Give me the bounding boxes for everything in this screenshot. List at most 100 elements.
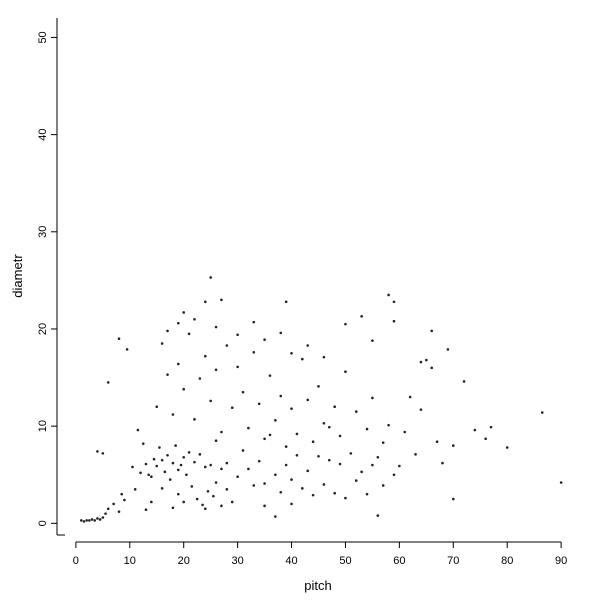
point (112, 502, 115, 506)
point (451, 497, 455, 501)
point (123, 498, 126, 502)
point (376, 455, 380, 459)
point (160, 458, 164, 462)
point (101, 452, 105, 455)
point (136, 428, 140, 432)
point (225, 488, 229, 491)
point (171, 461, 175, 465)
point (403, 430, 407, 434)
point (171, 413, 175, 416)
point (387, 293, 390, 297)
point (236, 365, 239, 369)
point (185, 473, 188, 477)
point (209, 399, 212, 403)
point (179, 463, 183, 467)
point (236, 475, 239, 478)
point (540, 411, 544, 414)
point (338, 462, 342, 466)
point (144, 462, 148, 466)
point (166, 373, 169, 376)
point (177, 321, 180, 325)
point (133, 488, 137, 491)
point (306, 398, 310, 402)
x-tick-label: 20 (178, 555, 190, 567)
x-tick-label: 70 (447, 555, 459, 567)
point (187, 451, 191, 454)
point (101, 516, 105, 519)
point (338, 434, 342, 438)
point (257, 402, 261, 406)
x-tick-label: 60 (393, 555, 405, 567)
point (236, 333, 239, 337)
point (451, 444, 455, 447)
point (284, 463, 288, 467)
y-tick-label: 30 (37, 226, 49, 238)
point (190, 485, 194, 488)
point (360, 315, 363, 318)
point (166, 454, 169, 457)
point (155, 464, 159, 468)
point (290, 351, 293, 355)
point (252, 484, 256, 487)
point (247, 467, 250, 471)
x-tick-label: 30 (231, 555, 243, 567)
point (317, 454, 320, 458)
point (387, 423, 390, 427)
y-tick-label: 40 (37, 128, 49, 140)
point (430, 366, 434, 370)
point (203, 507, 207, 511)
point (371, 396, 374, 400)
point (209, 276, 212, 279)
x-tick-label: 0 (73, 555, 79, 567)
point (209, 463, 212, 467)
x-tick-label: 10 (124, 555, 136, 567)
point (230, 406, 234, 409)
point (344, 496, 347, 500)
point (141, 442, 145, 445)
point (371, 339, 374, 342)
x-tick-label: 50 (339, 555, 351, 567)
point (430, 329, 434, 333)
point (365, 427, 369, 431)
y-tick-label: 0 (37, 520, 49, 526)
x-tick-label: 90 (555, 555, 567, 567)
point (290, 502, 293, 506)
point (152, 457, 156, 461)
point (106, 381, 110, 384)
point (177, 492, 180, 496)
point (214, 439, 218, 443)
point (392, 319, 396, 323)
point (214, 481, 218, 484)
point (268, 374, 272, 377)
point (193, 317, 196, 321)
point (354, 479, 358, 482)
point (376, 514, 380, 517)
point (306, 344, 310, 347)
point (441, 461, 444, 465)
point (371, 463, 374, 467)
point (322, 421, 326, 425)
point (381, 484, 385, 487)
point (306, 469, 310, 473)
point (150, 500, 153, 504)
point (263, 437, 266, 441)
point (96, 517, 99, 520)
point (295, 432, 299, 436)
point (177, 468, 180, 472)
point (241, 390, 245, 394)
point (505, 446, 509, 449)
point (93, 519, 97, 522)
point (241, 449, 245, 452)
point (214, 325, 218, 329)
point (398, 464, 401, 468)
point (311, 493, 315, 497)
point (279, 331, 283, 335)
x-tick-label: 40 (285, 555, 297, 567)
point (419, 360, 423, 364)
point (230, 500, 234, 504)
point (163, 470, 167, 474)
point (354, 410, 358, 413)
point (284, 300, 288, 304)
point (96, 450, 99, 453)
